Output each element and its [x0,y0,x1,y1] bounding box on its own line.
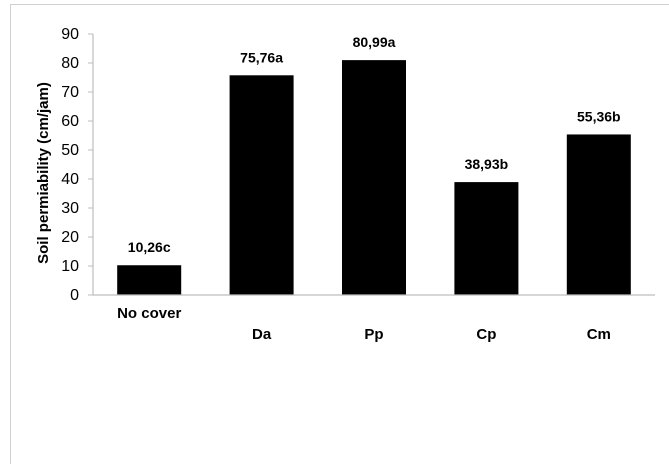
data-label: 38,93b [465,156,509,172]
bar-no-cover [117,265,182,295]
y-tick-label: 60 [61,113,79,130]
x-axis-categories: No cover Da Pp Cp Cm [117,305,611,343]
y-tick-label: 70 [61,84,79,101]
y-tick-label: 0 [70,287,79,304]
category-label: Cm [587,326,611,343]
category-label: Pp [364,326,383,343]
bar-da [229,75,294,296]
y-tick-label: 90 [61,26,79,43]
category-label: Da [252,326,272,343]
y-tick-label: 50 [61,142,79,159]
y-axis-title: Soil permiability (cm/jam) [35,82,52,264]
data-label: 10,26c [128,239,171,255]
bars [117,60,631,296]
bar-cm [566,134,631,295]
data-labels: 10,26c 75,76a 80,99a 38,93b 55,36b [128,34,621,255]
category-label: Cp [476,326,496,343]
bar-pp [342,60,406,296]
y-tick-label: 20 [61,229,79,246]
chart-frame [10,4,669,464]
bar-cp [454,182,519,295]
data-label: 55,36b [577,108,621,124]
bar-chart: 0 10 20 30 40 50 60 70 80 90 10,26c 75,76a 80,99a 38… [35,26,655,343]
y-tick-label: 80 [61,55,79,72]
y-tick-label: 40 [61,171,79,188]
data-label: 75,76a [240,49,283,65]
y-axis-ticks: 0 10 20 30 40 50 60 70 80 90 [61,26,93,304]
y-tick-label: 30 [61,200,79,217]
category-label: No cover [117,305,181,322]
data-label: 80,99a [353,34,396,50]
y-tick-label: 10 [61,258,79,275]
